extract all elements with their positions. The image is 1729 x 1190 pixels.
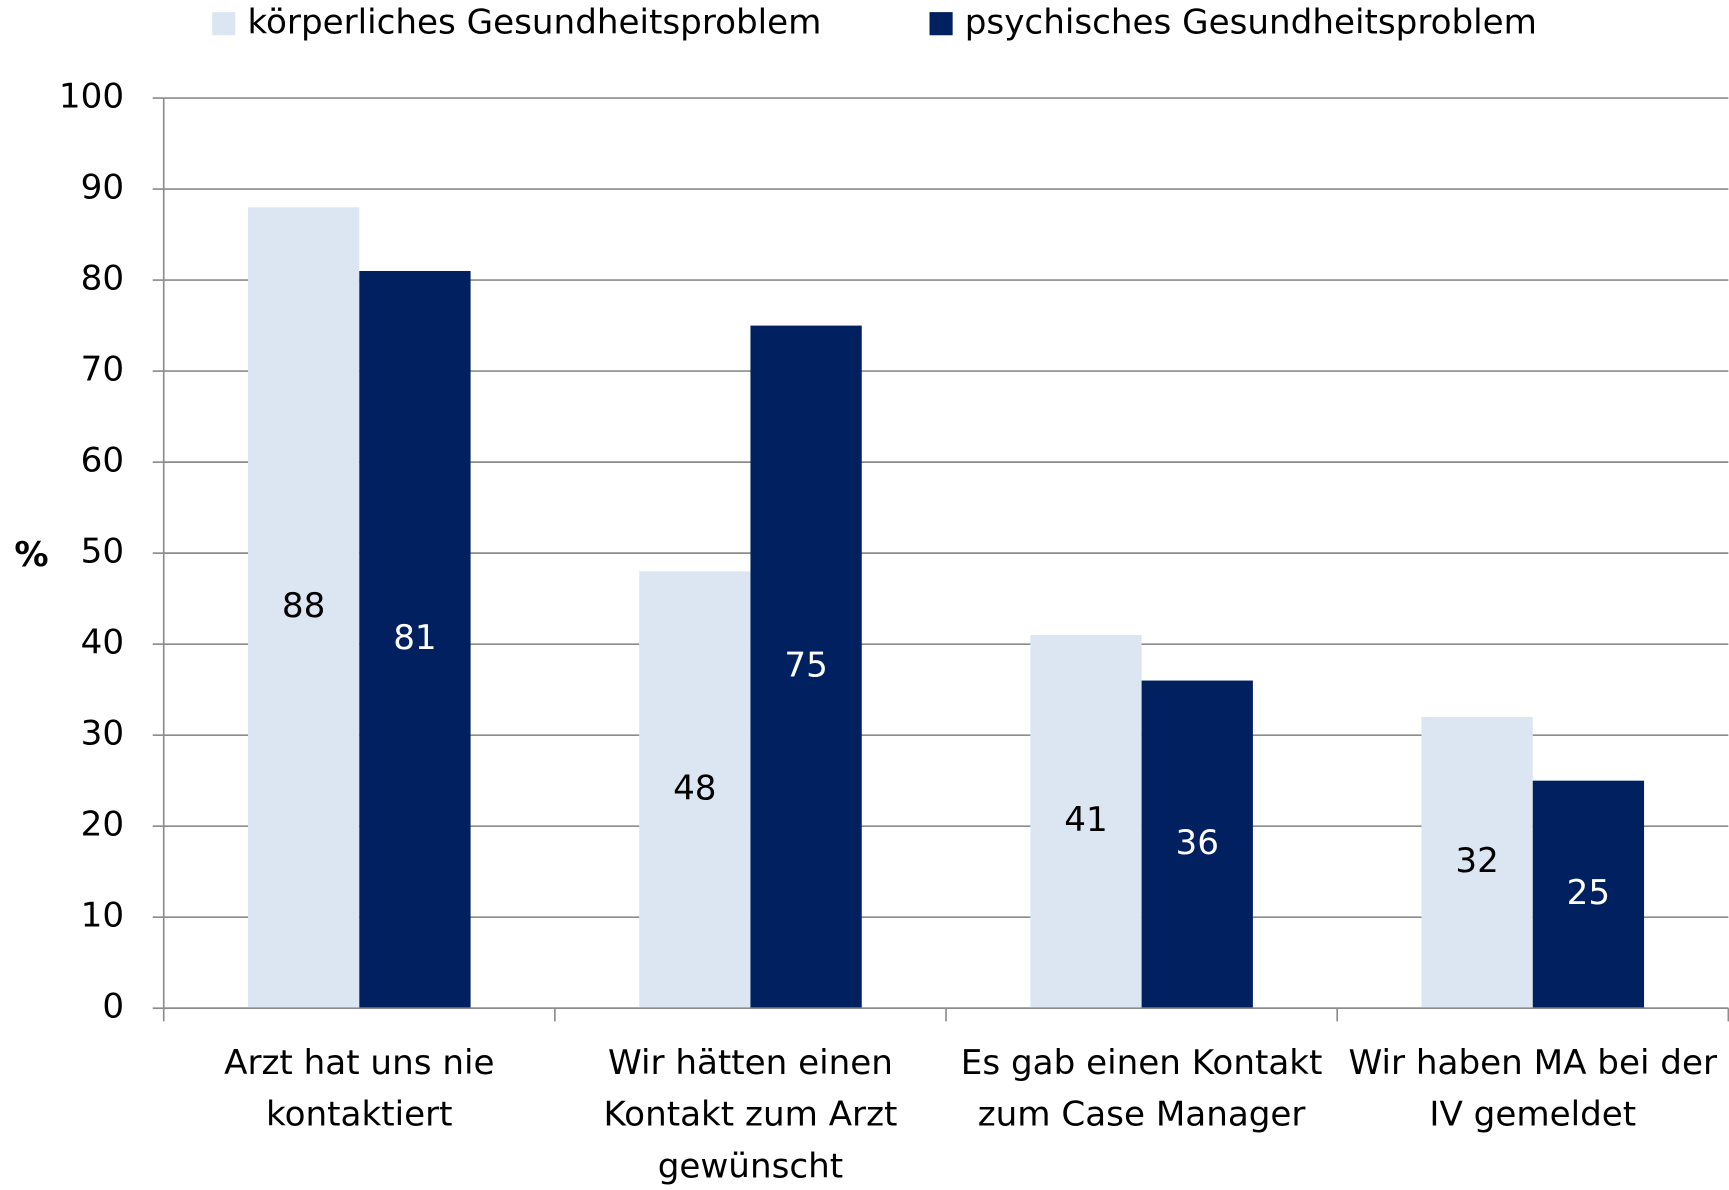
x-tick-label: zum Case Manager	[978, 1095, 1307, 1135]
y-tick-label: 100	[59, 77, 124, 117]
data-label: 75	[784, 645, 827, 685]
data-label: 81	[393, 618, 436, 658]
y-tick-label: 0	[102, 987, 124, 1027]
x-tick-label: Wir haben MA bei der	[1349, 1043, 1718, 1083]
y-tick-label: 10	[81, 896, 124, 936]
data-label: 48	[673, 768, 716, 808]
bar	[750, 325, 862, 1009]
x-tick-label: Wir hätten einen	[608, 1043, 893, 1083]
bar	[1532, 780, 1645, 1009]
x-tick-label: kontaktiert	[266, 1095, 452, 1135]
y-tick-label: 90	[81, 168, 124, 208]
y-tick-label: 40	[81, 623, 124, 663]
x-tick-label: IV gemeldet	[1429, 1095, 1636, 1135]
legend-swatch	[212, 12, 236, 36]
data-label: 36	[1176, 823, 1219, 863]
bar	[359, 270, 471, 1009]
y-tick-label: 20	[81, 805, 124, 845]
y-tick-label: 60	[81, 441, 124, 481]
legend-swatch	[929, 12, 953, 36]
legend-label: psychisches Gesundheitsproblem	[965, 3, 1537, 43]
y-tick-label: 80	[81, 259, 124, 299]
y-axis-label: %	[14, 535, 48, 575]
legend-label: körperliches Gesundheitsproblem	[247, 3, 821, 43]
y-tick-label: 70	[81, 350, 124, 390]
bar	[248, 207, 360, 1009]
x-tick-label: Es gab einen Kontakt	[961, 1043, 1323, 1083]
bar	[1141, 680, 1253, 1009]
bar	[639, 571, 751, 1009]
x-tick-label: gewünscht	[658, 1146, 843, 1186]
data-label: 88	[282, 586, 325, 626]
y-tick-label: 50	[81, 532, 124, 572]
bar	[1421, 716, 1533, 1009]
data-label: 32	[1455, 841, 1498, 881]
data-label: 41	[1064, 800, 1107, 840]
bar	[1030, 635, 1142, 1009]
data-label: 25	[1567, 873, 1610, 913]
y-tick-label: 30	[81, 714, 124, 754]
x-tick-label: Arzt hat uns nie	[224, 1043, 494, 1083]
x-tick-label: Kontakt zum Arzt	[604, 1095, 898, 1135]
